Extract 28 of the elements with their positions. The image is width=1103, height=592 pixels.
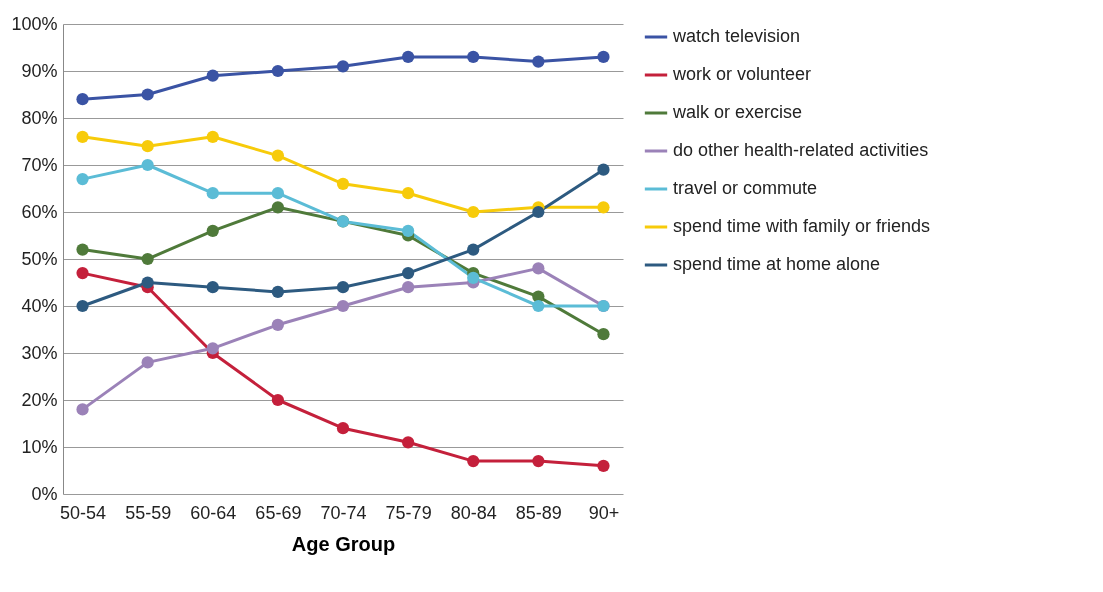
x-tick-label: 70-74 [320,502,367,523]
y-tick-label: 90% [21,60,58,81]
x-tick-label: 65-69 [255,502,302,523]
legend-label: walk or exercise [672,102,803,122]
legend-label: travel or commute [673,178,818,198]
legend-label: spend time with family or friends [673,216,931,236]
legend-label: work or volunteer [672,64,812,84]
y-tick-label: 10% [21,436,58,457]
legend-label: watch television [672,26,801,46]
y-tick-label: 70% [21,154,58,175]
x-axis-title: Age Group [291,532,396,555]
x-tick-label: 60-64 [190,502,237,523]
x-tick-label: 85-89 [515,502,562,523]
y-tick-label: 100% [11,13,58,34]
y-tick-label: 30% [21,342,58,363]
y-tick-label: 20% [21,389,58,410]
y-tick-label: 60% [21,201,58,222]
y-tick-label: 0% [31,483,58,504]
y-tick-label: 80% [21,107,58,128]
y-tick-label: 40% [21,295,58,316]
x-tick-label: 80-84 [450,502,497,523]
legend-label: spend time at home alone [673,254,881,274]
legend-label: do other health-related activities [673,140,929,160]
x-tick-label: 75-79 [385,502,432,523]
x-tick-label: 55-59 [125,502,172,523]
x-tick-label: 90+ [588,502,620,523]
y-tick-label: 50% [21,248,58,269]
x-tick-label: 50-54 [60,502,107,523]
